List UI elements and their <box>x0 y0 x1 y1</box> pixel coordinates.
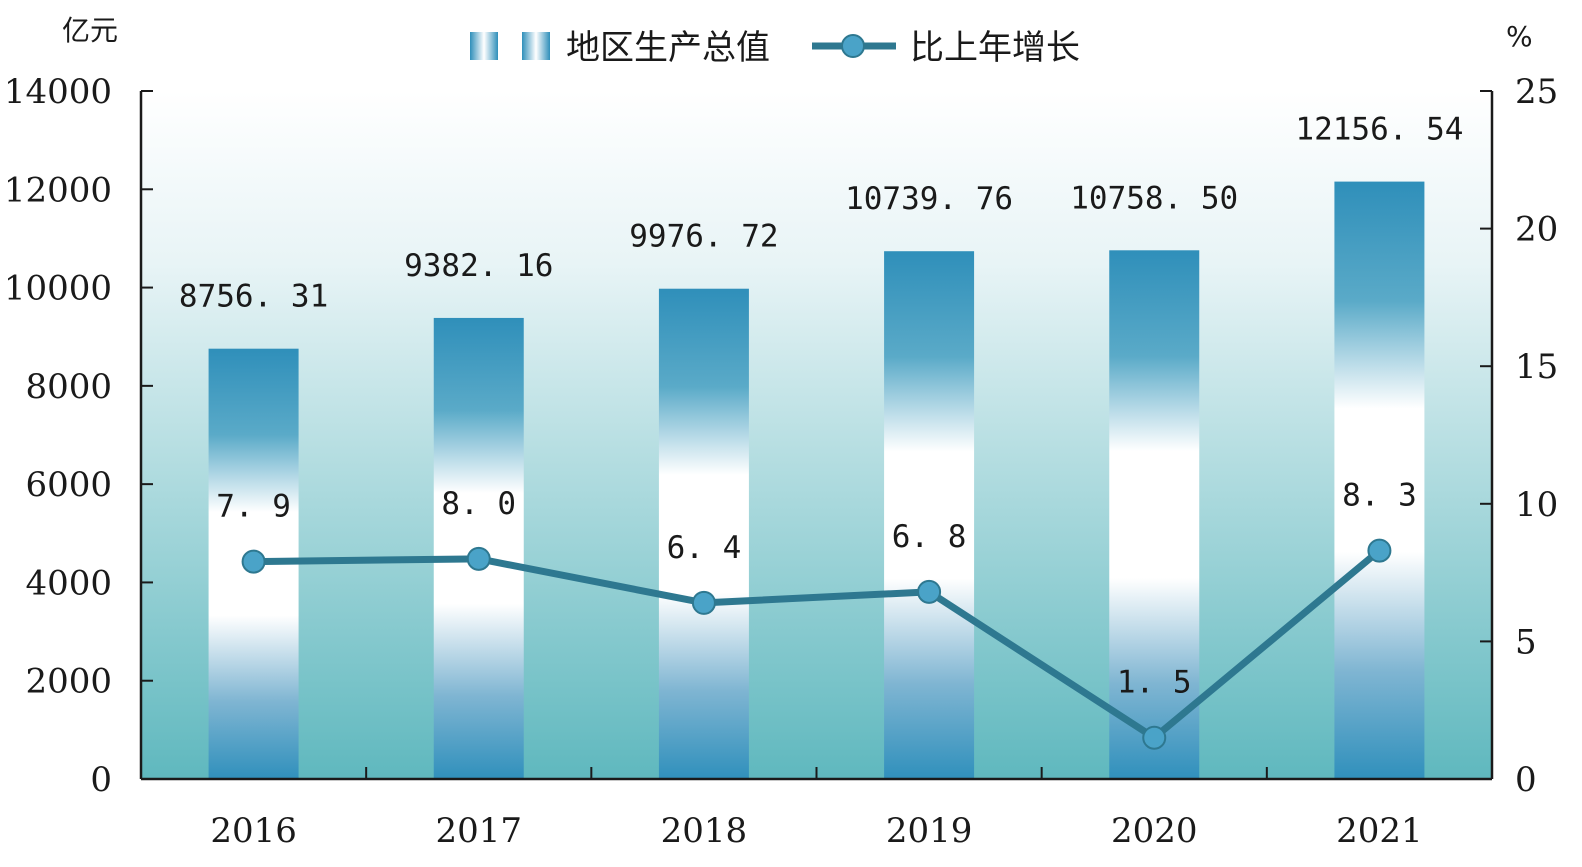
left-tick-label: 4000 <box>25 563 112 603</box>
legend-label-gdp: 地区生产总值 <box>566 28 770 68</box>
x-tick-label-2020: 2020 <box>1111 811 1198 851</box>
x-tick-label-2021: 2021 <box>1336 811 1423 851</box>
legend-line-marker <box>841 34 865 58</box>
plot-background <box>141 91 1492 779</box>
right-tick-label: 10 <box>1515 485 1558 525</box>
growth-line <box>253 547 1382 742</box>
growth-value-label-2020: 1. 5 <box>1117 665 1192 701</box>
right-tick-label: 0 <box>1515 760 1537 800</box>
growth-value-label-2021: 8. 3 <box>1342 478 1417 514</box>
x-tick-label-2018: 2018 <box>661 811 748 851</box>
point-labels-group: 7. 9 8. 0 6. 4 6. 8 1. 5 8. 3 <box>216 478 1416 701</box>
right-tick-label: 25 <box>1515 72 1558 112</box>
bar-value-label-2021: 12156. 54 <box>1295 112 1463 148</box>
bar-value-label-2019: 10739. 76 <box>845 181 1013 217</box>
right-tick-label: 15 <box>1515 347 1558 387</box>
right-axis-unit: % <box>1506 20 1533 53</box>
bar-2018 <box>658 288 749 779</box>
growth-line-group <box>241 538 1392 750</box>
legend-bar-swatch-left <box>470 32 498 60</box>
bar-value-label-2017: 9382. 16 <box>404 248 553 284</box>
left-tick-label: 2000 <box>25 662 112 702</box>
left-tick-label: 0 <box>90 760 112 800</box>
bar-2019 <box>884 251 975 779</box>
bar-value-label-2020: 10758. 50 <box>1070 180 1238 216</box>
legend-label-growth: 比上年增长 <box>910 28 1080 68</box>
growth-point-2020 <box>1142 725 1167 750</box>
growth-point-2021 <box>1367 538 1392 563</box>
left-tick-label: 6000 <box>25 465 112 505</box>
x-tick-label-2016: 2016 <box>210 811 297 851</box>
growth-value-label-2018: 6. 4 <box>667 530 742 566</box>
bars-group <box>208 181 1425 779</box>
left-tick-label: 10000 <box>4 269 112 309</box>
growth-point-2016 <box>241 549 266 574</box>
x-tick-label-2017: 2017 <box>435 811 522 851</box>
x-axis-ticks: 2016 2017 2018 2019 2020 2021 <box>210 767 1423 851</box>
growth-value-label-2017: 8. 0 <box>441 486 516 522</box>
right-tick-label: 20 <box>1515 210 1558 250</box>
growth-value-label-2019: 6. 8 <box>892 519 967 555</box>
x-tick-label-2019: 2019 <box>886 811 973 851</box>
growth-point-2017 <box>466 546 491 571</box>
bar-value-label-2018: 9976. 72 <box>629 219 778 255</box>
bar-2021 <box>1334 181 1425 779</box>
bar-labels-group: 8756. 31 9382. 16 9976. 72 10739. 76 10758. … <box>179 112 1463 315</box>
left-tick-label: 14000 <box>4 72 112 112</box>
right-axis-ticks: 0 5 10 15 20 25 <box>1480 72 1558 800</box>
growth-point-2018 <box>691 590 716 615</box>
left-tick-label: 12000 <box>4 170 112 210</box>
growth-value-label-2016: 7. 9 <box>216 489 291 525</box>
legend: 地区生产总值 比上年增长 <box>470 28 1080 68</box>
left-tick-label: 8000 <box>25 367 112 407</box>
bar-value-label-2016: 8756. 31 <box>179 279 328 315</box>
left-axis-unit: 亿元 <box>62 14 118 47</box>
right-tick-label: 5 <box>1515 622 1537 662</box>
growth-point-2019 <box>917 579 942 604</box>
bar-2020 <box>1109 250 1200 779</box>
legend-bar-swatch-right <box>522 32 550 60</box>
left-axis-ticks: 0 2000 4000 6000 8000 10000 12000 14000 <box>4 72 153 800</box>
